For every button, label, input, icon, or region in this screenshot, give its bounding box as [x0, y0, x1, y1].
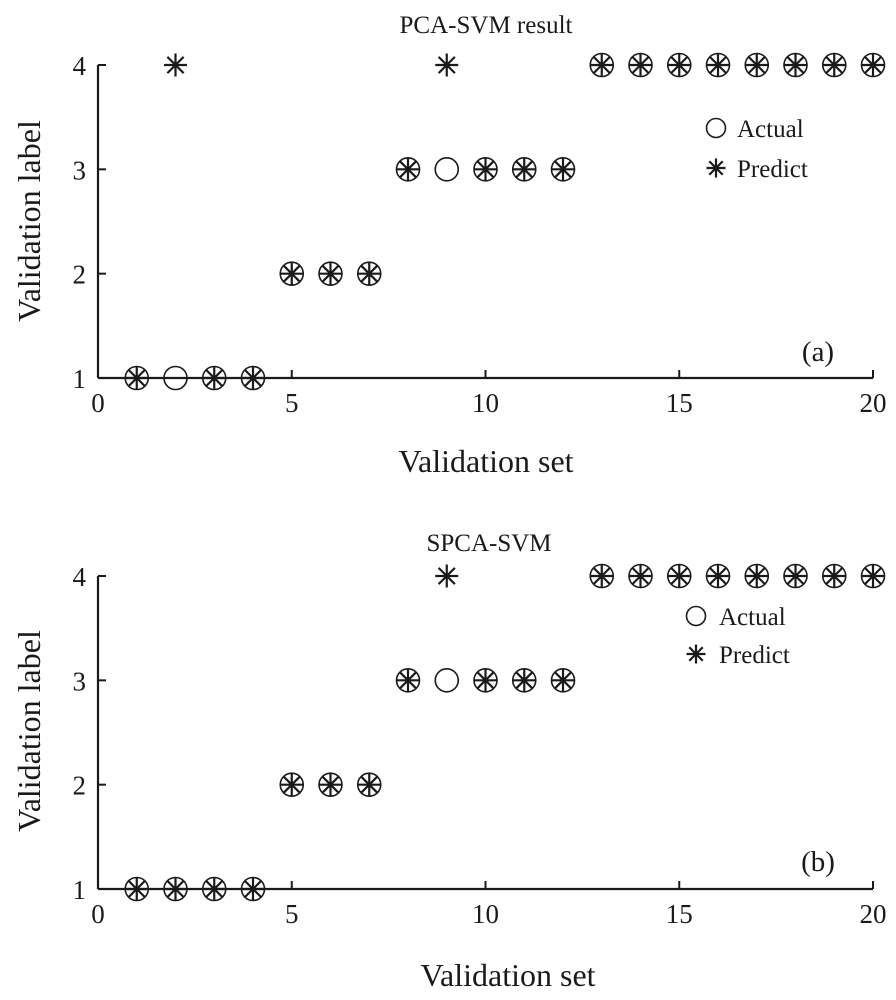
legend-actual-marker: [685, 605, 707, 627]
legend-predict-marker: [686, 644, 706, 664]
panel-tag: (a): [802, 336, 834, 368]
data-point-predict: [590, 564, 614, 588]
legend-actual-label: Actual: [719, 604, 786, 631]
legend-predict-marker: [706, 158, 726, 178]
x-tick-label: 20: [860, 899, 887, 929]
legend: Actual Predict: [685, 604, 790, 669]
plot-area: 0 5 10 15 20 1 2 3 4: [73, 562, 887, 929]
data-point-predict: [745, 564, 769, 588]
data-point-predict: [861, 53, 885, 77]
data-point-predict: [822, 564, 846, 588]
data-point-predict: [551, 668, 575, 692]
x-tick-label: 20: [860, 388, 887, 418]
data-point-predict: [745, 53, 769, 77]
y-axis-label: Validation label: [11, 630, 47, 832]
data-point-predict: [512, 157, 536, 181]
data-point-predict: [706, 564, 730, 588]
data-point-predict: [280, 262, 304, 286]
data-point-predict: [435, 53, 459, 77]
x-axis-label: Validation set: [420, 957, 595, 993]
data-point-predict: [241, 366, 265, 390]
data-point-predict: [512, 668, 536, 692]
legend: Actual Predict: [705, 116, 808, 183]
data-point-predict: [164, 53, 187, 77]
x-tick-label: 10: [472, 899, 499, 929]
chart-panel-a: PCA-SVM result Validation set Validation…: [11, 12, 887, 479]
data-point-predict: [474, 157, 497, 181]
legend-predict-label: Predict: [737, 156, 808, 183]
x-tick-label: 0: [91, 388, 105, 418]
legend-actual-marker: [705, 117, 727, 139]
data-point-predict: [280, 773, 304, 797]
y-tick-label: 1: [73, 364, 87, 394]
data-point-predict: [396, 668, 420, 692]
legend-actual-label: Actual: [737, 116, 804, 143]
data-point-predict: [706, 53, 730, 77]
data-point-predict: [784, 53, 807, 77]
plot-area: 0 5 10 15 20 1 2 3 4: [73, 51, 887, 418]
data-point-predict: [474, 668, 497, 692]
data-point-predict: [667, 53, 691, 77]
legend-predict-label: Predict: [719, 642, 790, 669]
data-point-actual: [434, 668, 460, 693]
data-point-predict: [435, 564, 459, 588]
data-point-actual: [434, 157, 460, 182]
data-point-predict: [861, 564, 885, 588]
panel-tag: (b): [801, 846, 835, 878]
data-point-predict: [319, 262, 342, 286]
data-point-predict: [551, 157, 575, 181]
data-point-predict: [319, 773, 342, 797]
x-tick-label: 15: [666, 899, 693, 929]
y-tick-label: 2: [73, 260, 87, 290]
x-tick-label: 15: [666, 388, 693, 418]
data-point-predict: [202, 366, 226, 390]
y-tick-label: 3: [73, 666, 87, 696]
chart-panel-b: SPCA-SVM Validation set Validation label…: [11, 530, 887, 993]
y-tick-label: 2: [73, 771, 87, 801]
data-point-predict: [667, 564, 691, 588]
data-point-predict: [241, 877, 265, 901]
data-point-predict: [629, 53, 652, 77]
data-point-predict: [629, 564, 652, 588]
y-tick-label: 3: [73, 155, 87, 185]
x-tick-label: 0: [91, 899, 105, 929]
x-tick-label: 10: [472, 388, 499, 418]
y-axis-label: Validation label: [11, 120, 47, 322]
y-tick-label: 4: [73, 51, 87, 81]
data-point-predict: [590, 53, 614, 77]
data-point-predict: [784, 564, 807, 588]
chart-title: PCA-SVM result: [400, 12, 573, 39]
data-point-predict: [202, 877, 226, 901]
data-point-predict: [396, 157, 420, 181]
data-point-predict: [164, 877, 187, 901]
data-point-predict: [357, 773, 381, 797]
chart-title: SPCA-SVM: [426, 530, 551, 557]
x-tick-label: 5: [285, 388, 299, 418]
y-tick-label: 1: [73, 875, 87, 905]
x-tick-label: 5: [285, 899, 299, 929]
data-point-predict: [822, 53, 846, 77]
data-point-predict: [125, 877, 149, 901]
data-point-predict: [357, 262, 381, 286]
data-point-predict: [125, 366, 149, 390]
y-tick-label: 4: [73, 562, 87, 592]
x-axis-label: Validation set: [398, 443, 573, 479]
data-point-actual: [163, 365, 188, 391]
